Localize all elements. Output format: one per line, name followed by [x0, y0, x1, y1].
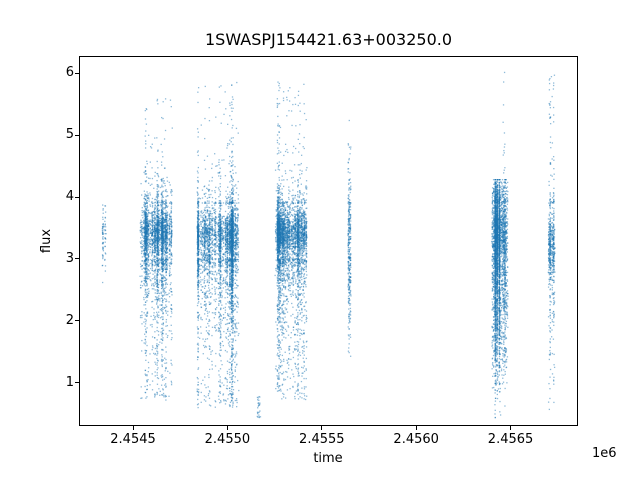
x-tick-label-3: 2.4560 — [393, 432, 439, 447]
y-tick-mark-5 — [75, 72, 79, 74]
y-tick-mark-1 — [75, 320, 79, 322]
x-tick-label-1: 2.4550 — [204, 432, 251, 447]
y-tick-label-0: 1 — [65, 374, 74, 390]
x-tick-mark-3 — [415, 426, 417, 430]
x-tick-label-2: 2.4555 — [299, 432, 345, 447]
plot-title: 1SWASPJ154421.63+003250.0 — [204, 30, 453, 49]
y-tick-mark-0 — [75, 382, 79, 384]
y-tick-label-2: 3 — [65, 250, 74, 266]
x-tick-label-0: 2.4545 — [110, 432, 156, 447]
x-tick-mark-4 — [510, 426, 512, 430]
axes-frame — [79, 56, 578, 426]
y-tick-mark-2 — [75, 258, 79, 260]
y-tick-label-3: 4 — [65, 189, 74, 204]
x-axis-label: time — [313, 451, 343, 466]
x-tick-mark-2 — [321, 426, 323, 430]
x-tick-mark-0 — [132, 426, 134, 430]
y-tick-mark-3 — [75, 196, 79, 198]
x-tick-mark-1 — [226, 426, 228, 430]
x-offset-label: 1e6 — [592, 446, 617, 461]
y-tick-label-1: 2 — [65, 312, 74, 328]
y-tick-label-4: 5 — [65, 127, 74, 143]
x-tick-label-4: 2.4565 — [487, 432, 534, 447]
y-tick-label-5: 6 — [65, 65, 74, 81]
y-axis-label: flux — [39, 228, 54, 254]
y-tick-mark-4 — [75, 134, 79, 136]
